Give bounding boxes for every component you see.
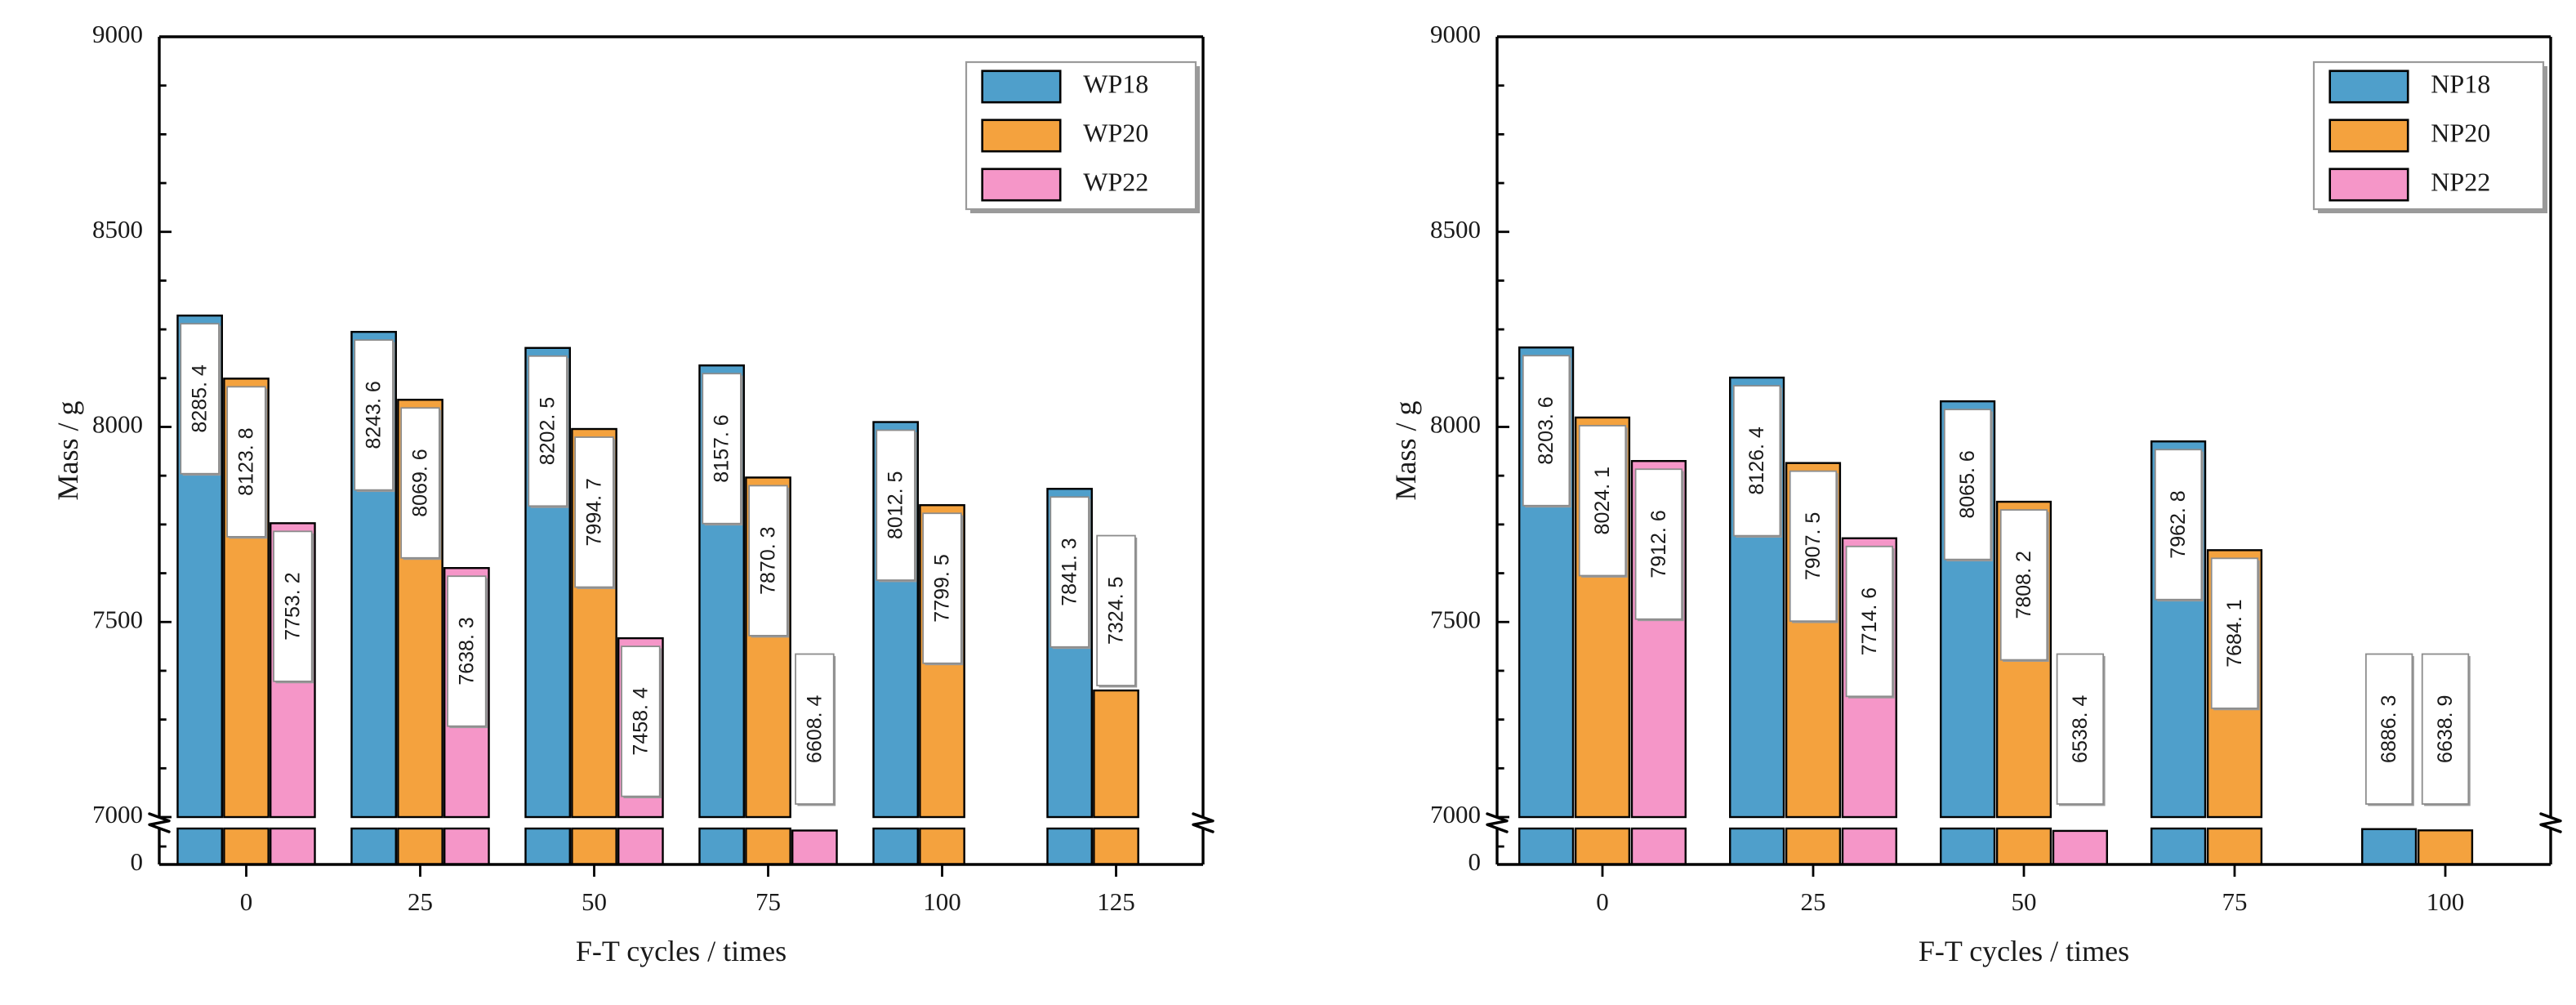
- svg-text:25: 25: [408, 887, 433, 916]
- svg-text:125: 125: [1097, 887, 1135, 916]
- svg-text:100: 100: [2427, 887, 2465, 916]
- svg-text:8285. 4: 8285. 4: [189, 364, 212, 433]
- svg-text:F-T cycles / times: F-T cycles / times: [1919, 935, 2129, 967]
- svg-text:9000: 9000: [92, 20, 143, 48]
- svg-text:8123. 8: 8123. 8: [235, 427, 258, 495]
- svg-text:7458. 4: 7458. 4: [629, 687, 652, 756]
- svg-text:100: 100: [923, 887, 961, 916]
- svg-text:6886. 3: 6886. 3: [2378, 695, 2400, 763]
- svg-text:8069. 6: 8069. 6: [409, 449, 432, 516]
- svg-text:9000: 9000: [1430, 20, 1481, 48]
- svg-text:50: 50: [2012, 887, 2037, 916]
- svg-text:6638. 9: 6638. 9: [2434, 695, 2457, 763]
- svg-text:7870. 3: 7870. 3: [757, 526, 780, 594]
- svg-text:Mass / g: Mass / g: [51, 400, 84, 500]
- svg-text:7324. 5: 7324. 5: [1105, 577, 1128, 645]
- svg-text:7714. 6: 7714. 6: [1858, 587, 1881, 655]
- svg-text:8500: 8500: [1430, 215, 1481, 243]
- svg-text:7907. 5: 7907. 5: [1802, 512, 1825, 580]
- svg-text:7500: 7500: [1430, 605, 1481, 633]
- svg-text:0: 0: [240, 887, 253, 916]
- svg-text:75: 75: [2222, 887, 2248, 916]
- svg-text:7500: 7500: [92, 605, 143, 633]
- svg-text:7808. 2: 7808. 2: [2012, 551, 2035, 619]
- svg-text:6608. 4: 6608. 4: [803, 695, 826, 763]
- svg-text:8065. 6: 8065. 6: [1956, 450, 1979, 518]
- svg-text:8024. 1: 8024. 1: [1591, 467, 1614, 534]
- svg-text:8000: 8000: [1430, 410, 1481, 439]
- svg-text:7912. 6: 7912. 6: [1647, 510, 1670, 578]
- svg-text:50: 50: [582, 887, 607, 916]
- svg-text:WP18: WP18: [1083, 69, 1148, 98]
- svg-text:7684. 1: 7684. 1: [2223, 599, 2246, 667]
- svg-text:8243. 6: 8243. 6: [363, 381, 386, 449]
- svg-text:7000: 7000: [1430, 800, 1481, 829]
- svg-text:NP22: NP22: [2431, 167, 2490, 196]
- svg-text:WP22: WP22: [1083, 167, 1148, 196]
- svg-text:6538. 4: 6538. 4: [2069, 695, 2092, 763]
- svg-text:8202. 5: 8202. 5: [537, 397, 559, 465]
- svg-text:NP18: NP18: [2431, 69, 2490, 98]
- svg-text:7841. 3: 7841. 3: [1058, 538, 1081, 605]
- svg-text:8012. 5: 8012. 5: [885, 471, 907, 539]
- svg-text:7000: 7000: [92, 800, 143, 829]
- svg-text:7638. 3: 7638. 3: [455, 617, 478, 685]
- svg-text:WP20: WP20: [1083, 118, 1148, 147]
- svg-text:Mass / g: Mass / g: [1389, 400, 1422, 500]
- svg-text:0: 0: [131, 847, 144, 876]
- svg-text:NP20: NP20: [2431, 118, 2490, 147]
- svg-text:8000: 8000: [92, 410, 143, 439]
- svg-text:75: 75: [755, 887, 781, 916]
- svg-text:8126. 4: 8126. 4: [1745, 427, 1768, 495]
- svg-text:8500: 8500: [92, 215, 143, 243]
- svg-text:7799. 5: 7799. 5: [931, 554, 954, 622]
- svg-text:0: 0: [1596, 887, 1609, 916]
- svg-text:0: 0: [1468, 847, 1482, 876]
- svg-text:25: 25: [1801, 887, 1826, 916]
- svg-text:7994. 7: 7994. 7: [583, 478, 606, 546]
- svg-text:7962. 8: 7962. 8: [2167, 490, 2190, 558]
- svg-text:F-T cycles / times: F-T cycles / times: [576, 935, 787, 967]
- svg-text:7753. 2: 7753. 2: [281, 572, 304, 640]
- svg-text:8203. 6: 8203. 6: [1535, 396, 1558, 464]
- svg-text:8157. 6: 8157. 6: [711, 414, 733, 482]
